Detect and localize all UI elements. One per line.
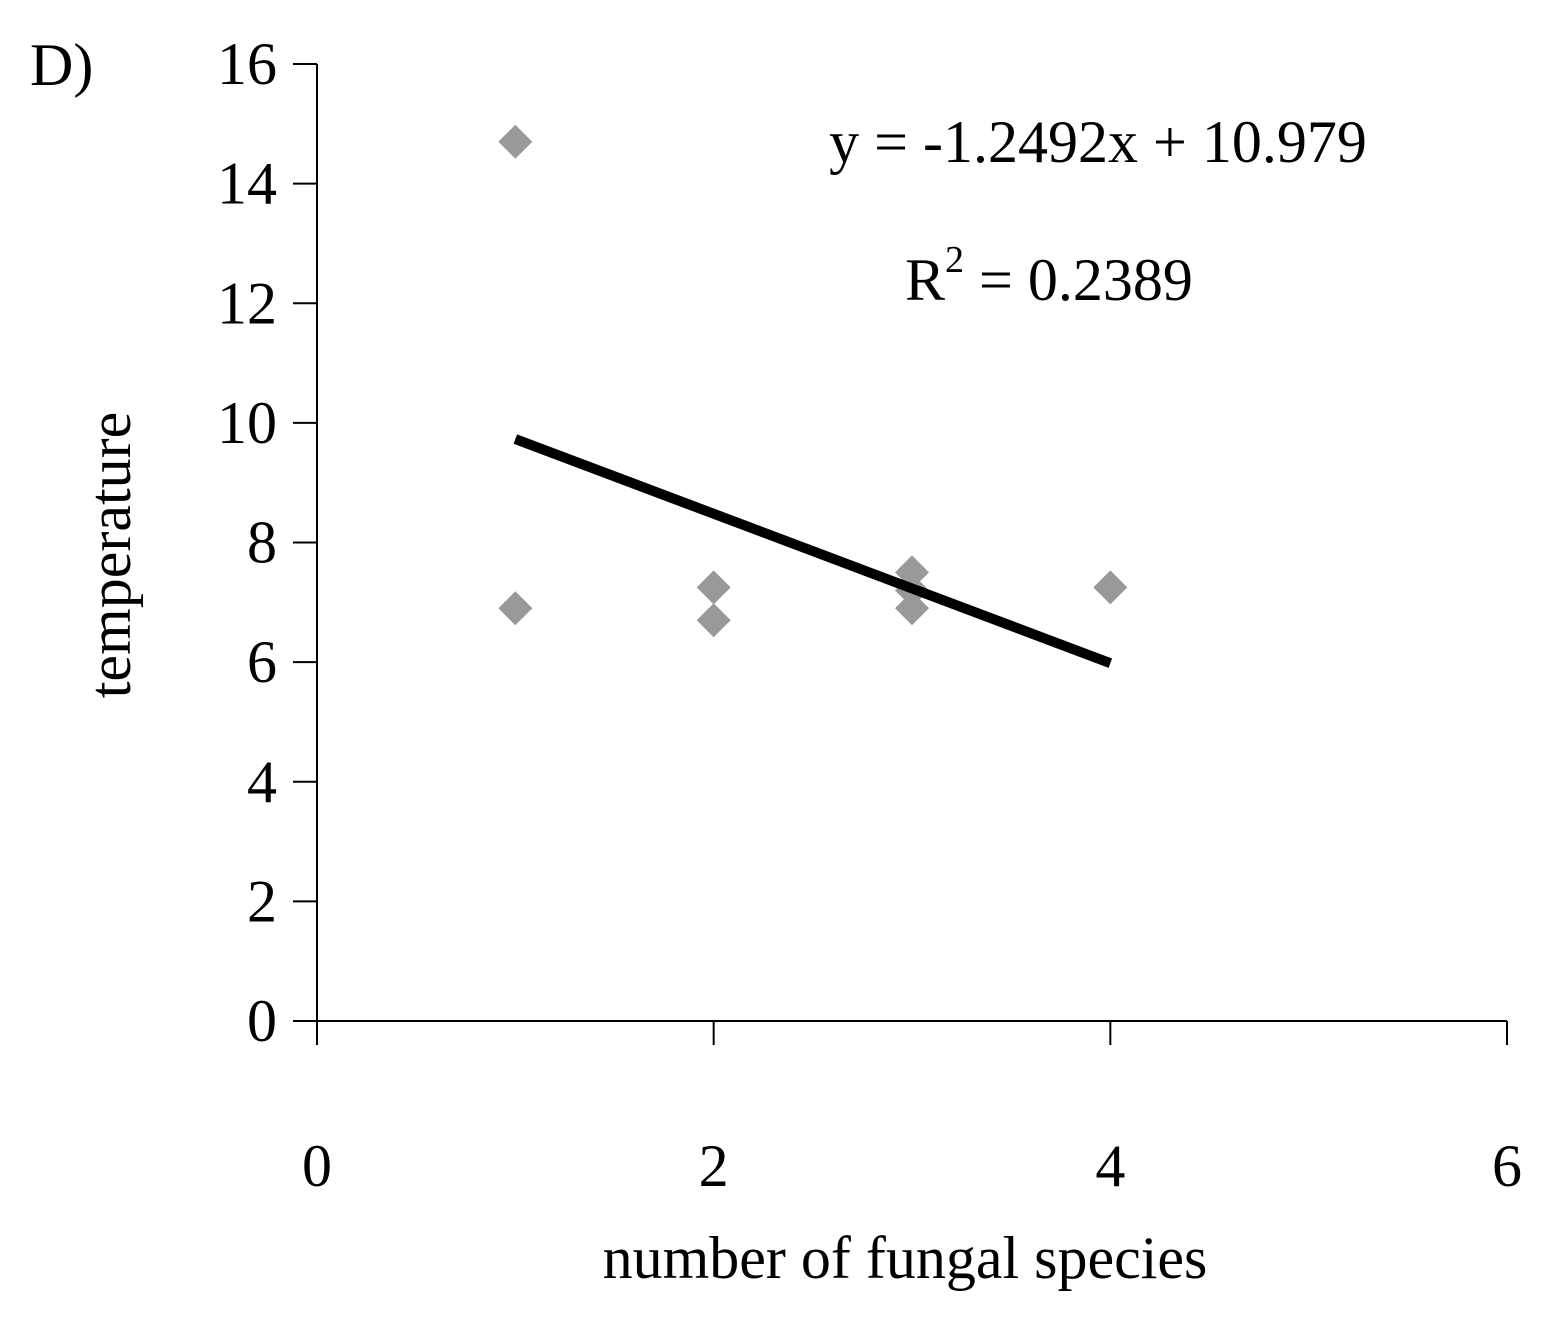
y-tick-label: 12 [217, 270, 277, 336]
x-axis-title: number of fungal species [603, 1225, 1208, 1291]
trend-equation: y = -1.2492x + 10.979 [829, 109, 1367, 175]
point [696, 603, 731, 638]
y-tick-label: 16 [217, 31, 277, 97]
panel-label: D) [30, 32, 93, 98]
point [498, 124, 533, 159]
trendline [513, 434, 1113, 668]
y-tick-label: 6 [247, 629, 277, 695]
y-tick-label: 2 [247, 868, 277, 934]
y-tick-label: 14 [217, 151, 277, 217]
r-squared: R2 = 0.2389 [905, 239, 1193, 313]
point [498, 591, 533, 626]
y-axis-title: temperature [77, 412, 143, 699]
point [696, 570, 731, 605]
x-tick-label: 2 [699, 1133, 729, 1199]
r-prefix: R [905, 247, 945, 313]
r-superscript: 2 [945, 239, 964, 281]
point [1093, 570, 1128, 605]
x-tick-label: 0 [302, 1133, 332, 1199]
x-tick-label: 4 [1095, 1133, 1125, 1199]
y-tick-label: 4 [247, 749, 277, 815]
y-tick-label: 8 [247, 510, 277, 576]
r-value: = 0.2389 [964, 247, 1193, 313]
point [895, 591, 929, 626]
y-tick-label: 10 [217, 390, 277, 456]
x-tick-label: 6 [1492, 1133, 1522, 1199]
y-tick-label: 0 [247, 988, 277, 1054]
